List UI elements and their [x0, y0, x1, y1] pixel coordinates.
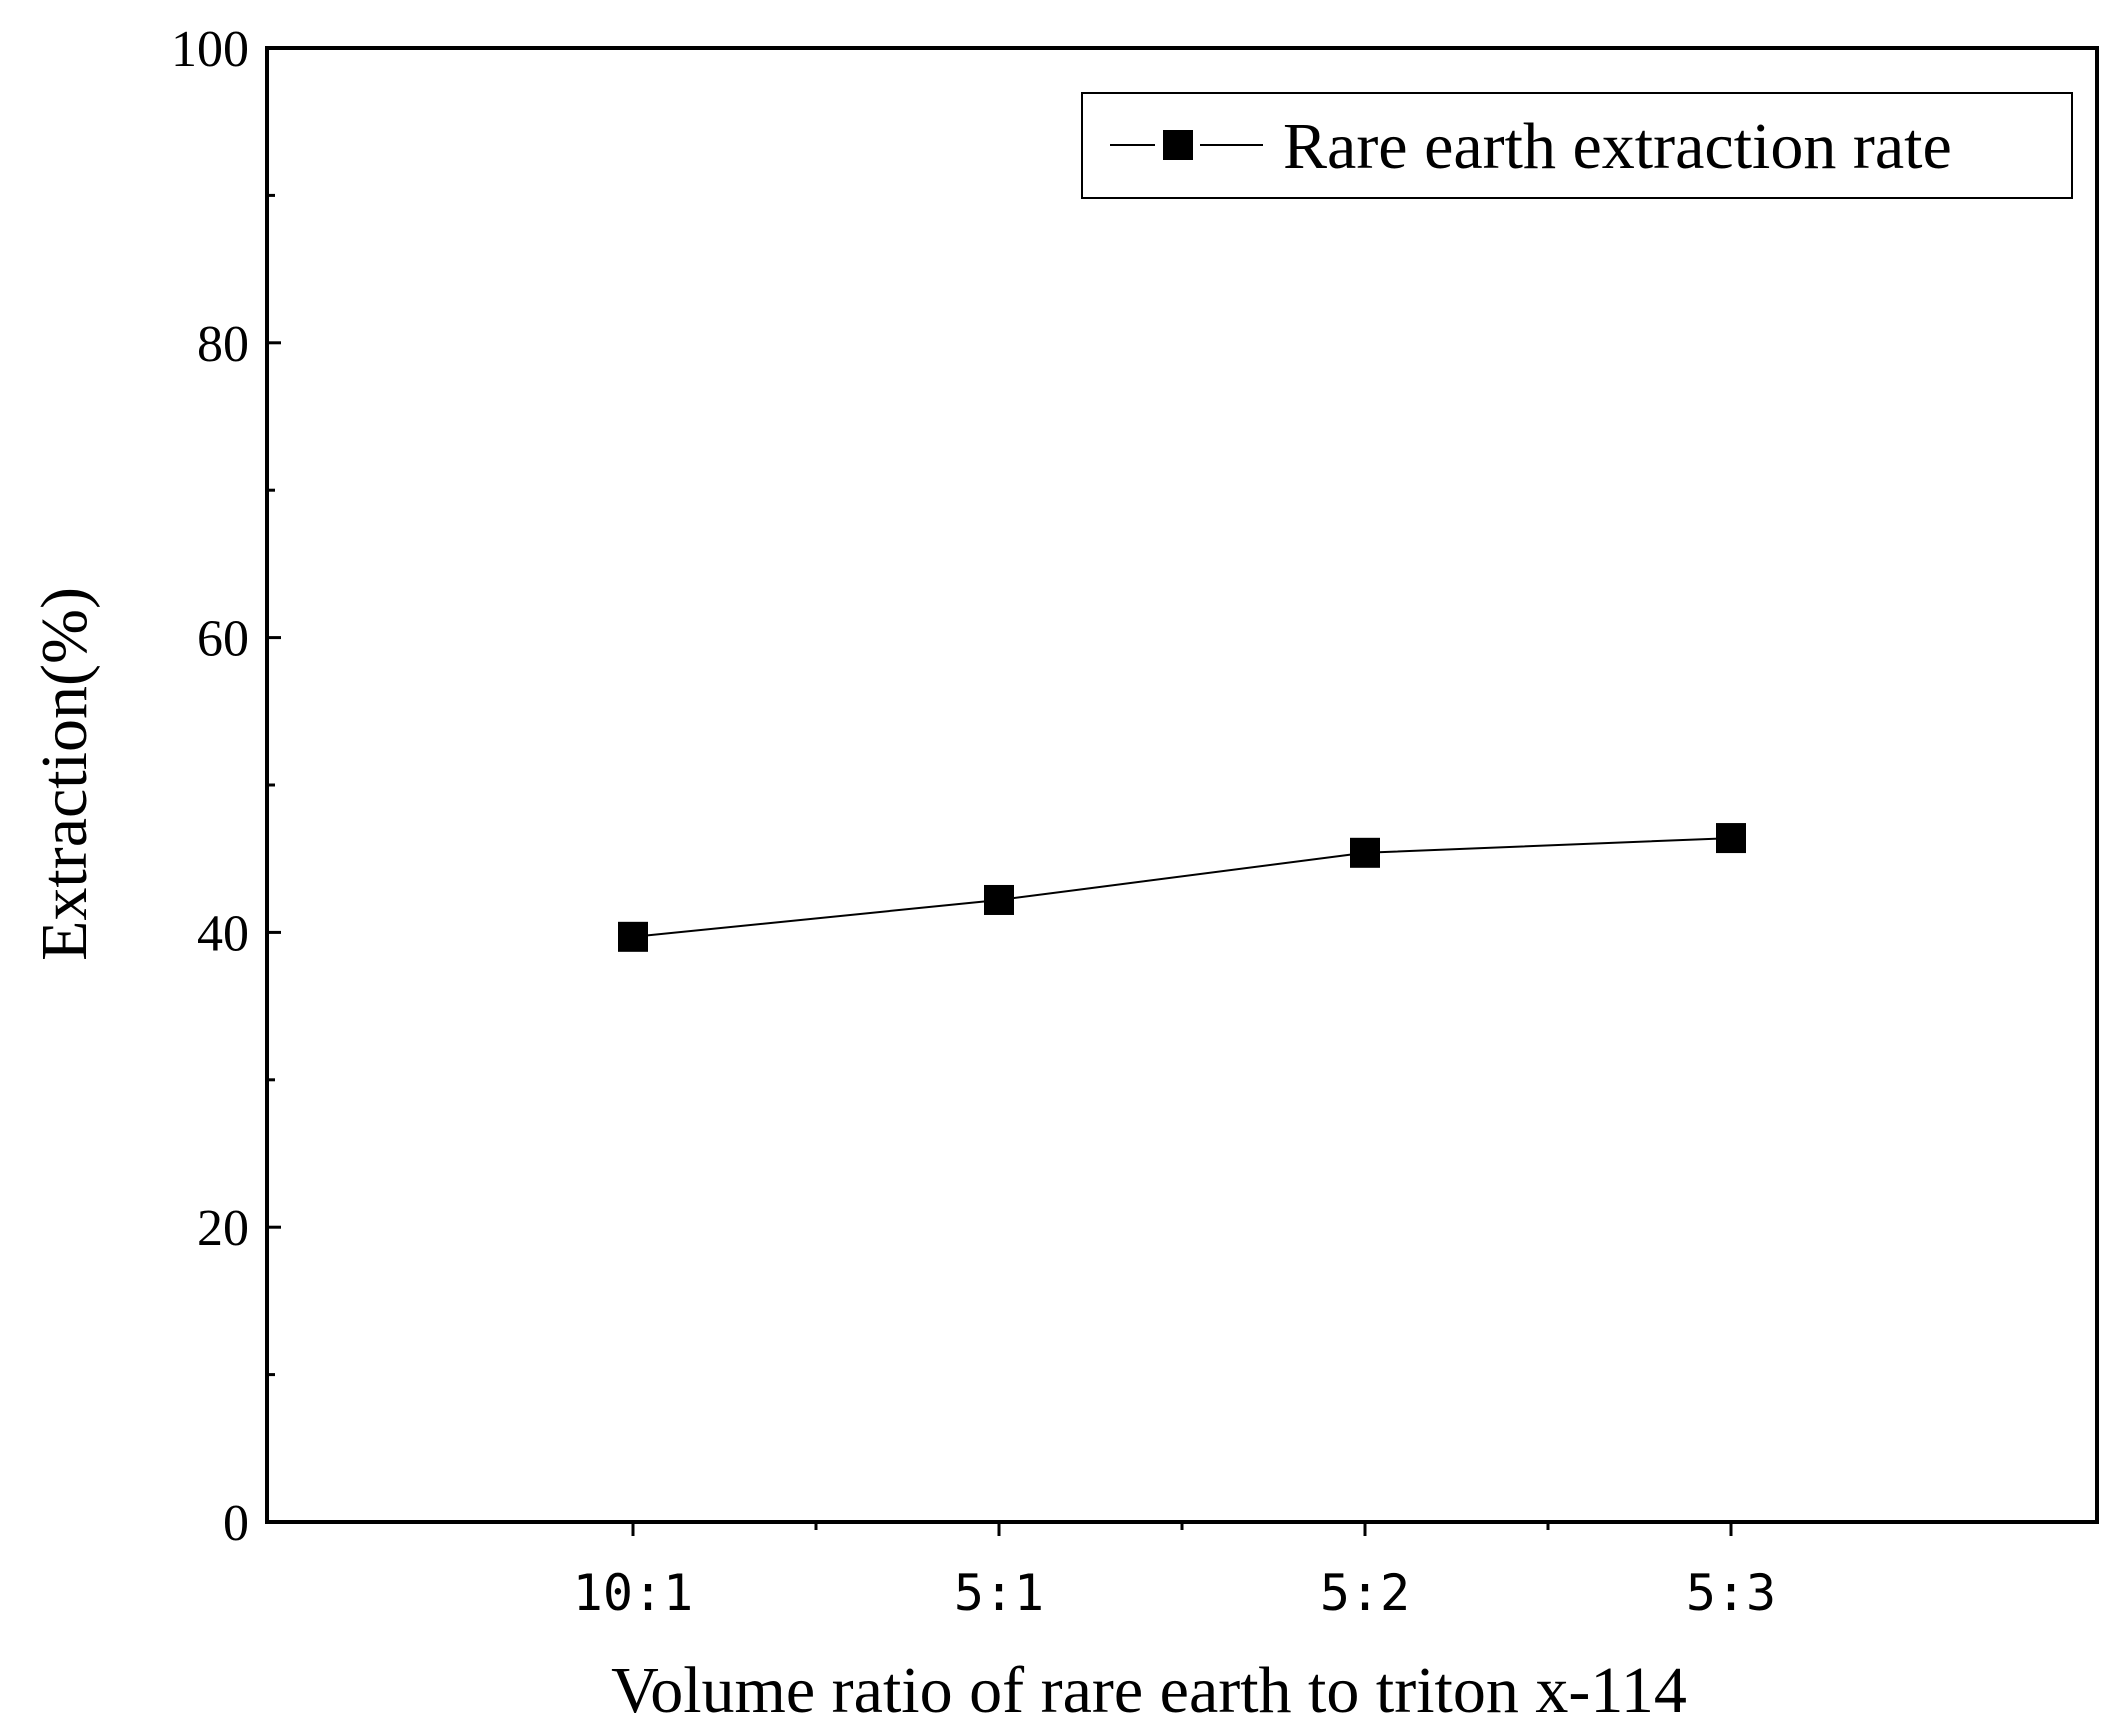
y-axis: 0 20 40 60 80 100 — [171, 21, 281, 1552]
x-tick-label: 5:3 — [1686, 1564, 1776, 1622]
y-axis-title: Extraction(%) — [28, 587, 101, 961]
legend-label: Rare earth extraction rate — [1283, 110, 1952, 183]
y-tick-label: 40 — [197, 905, 249, 962]
x-tick-label: 10:1 — [573, 1564, 693, 1622]
y-tick-label: 60 — [197, 611, 249, 668]
y-tick-label: 100 — [171, 21, 249, 78]
legend-marker — [1163, 130, 1193, 160]
x-tick-label: 5:2 — [1320, 1564, 1410, 1622]
x-axis-title: Volume ratio of rare earth to triton x-1… — [611, 1654, 1687, 1727]
x-tick-label: 5:1 — [954, 1564, 1044, 1622]
series-line — [632, 837, 1732, 938]
data-point — [984, 884, 1014, 915]
y-tick-label: 80 — [197, 316, 249, 373]
x-axis: 10:1 5:1 5:2 5:3 — [573, 1522, 1776, 1622]
y-tick-label: 0 — [223, 1495, 249, 1552]
data-point — [1350, 837, 1380, 868]
legend: Rare earth extraction rate — [1081, 92, 2073, 199]
legend-box — [1081, 92, 2073, 199]
data-point — [618, 921, 648, 952]
y-tick-label: 20 — [197, 1200, 249, 1257]
series-layer — [618, 823, 1746, 952]
data-point — [1716, 823, 1746, 854]
